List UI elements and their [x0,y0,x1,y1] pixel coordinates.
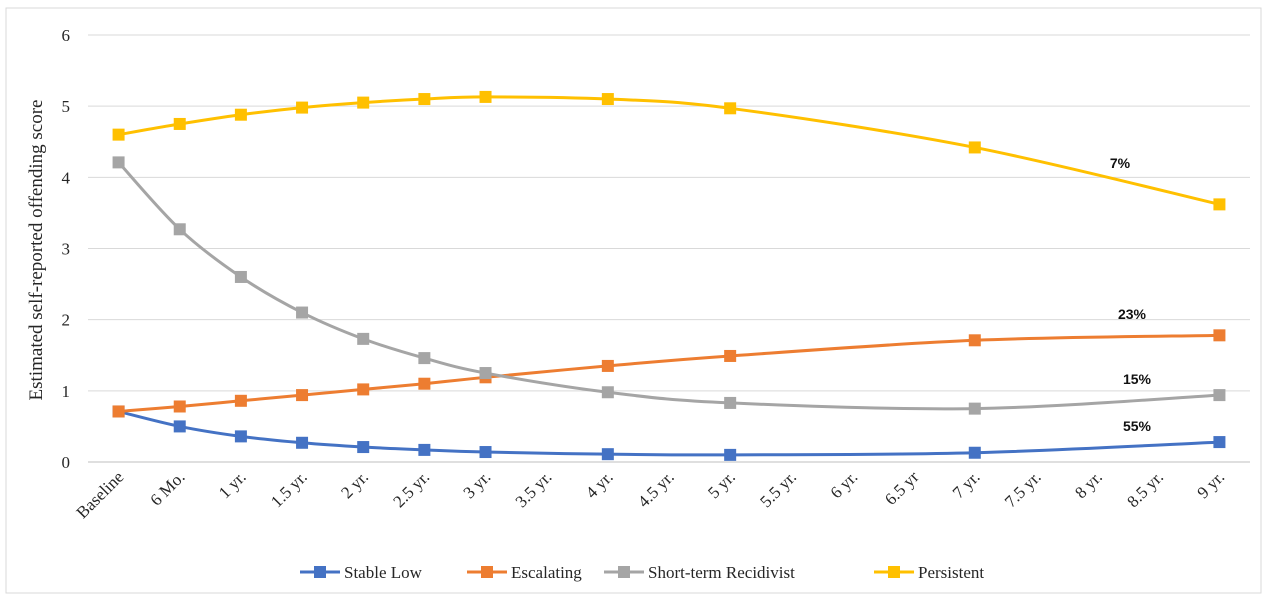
annotation-label: 55% [1123,418,1152,434]
y-tick-label: 0 [62,453,71,472]
data-point-escalating [296,389,309,402]
data-point-persistent [968,141,981,154]
y-tick-label: 2 [62,311,71,330]
y-axis-ticks: 0 1 2 3 4 5 6 [62,26,71,472]
data-point-short-term-recidivist [357,332,370,345]
data-point-short-term-recidivist [296,306,309,319]
data-point-stable-low [357,441,370,454]
data-point-escalating [234,394,247,407]
data-point-short-term-recidivist [112,156,125,169]
data-point-stable-low [296,436,309,449]
data-point-persistent [357,96,370,109]
y-tick-label: 1 [62,382,71,401]
data-point-stable-low [173,420,186,433]
y-tick-label: 5 [62,97,71,116]
data-point-stable-low [1213,436,1226,449]
data-point-stable-low [601,448,614,461]
data-point-escalating [968,334,981,347]
legend-label: Short-term Recidivist [648,563,795,582]
data-point-short-term-recidivist [479,367,492,380]
data-point-persistent [173,117,186,130]
data-point-short-term-recidivist [1213,389,1226,402]
legend-item: Persistent [874,563,984,582]
legend-swatch-marker [314,566,326,578]
data-point-persistent [479,90,492,103]
annotation-label: 7% [1110,155,1131,171]
data-point-persistent [418,93,431,106]
data-point-escalating [112,405,125,418]
legend-swatch-marker [481,566,493,578]
data-point-escalating [724,349,737,362]
data-point-persistent [1213,198,1226,211]
data-point-persistent [601,93,614,106]
legend: Stable Low Escalating Short-term Recidivis… [300,563,984,582]
data-point-stable-low [418,443,431,456]
data-point-stable-low [968,446,981,459]
data-point-escalating [601,359,614,372]
annotation-label: 23% [1118,306,1147,322]
data-point-stable-low [234,430,247,443]
y-tick-label: 3 [62,240,71,259]
data-point-short-term-recidivist [601,386,614,399]
percent-annotations: 7% 23% 15% 55% [1110,155,1152,434]
data-point-short-term-recidivist [173,223,186,236]
y-axis-title: Estimated self-reported offending score [26,100,47,401]
annotation-label: 15% [1123,371,1152,387]
legend-swatch-marker [618,566,630,578]
y-tick-label: 4 [62,168,71,187]
data-point-escalating [1213,329,1226,342]
legend-label: Stable Low [344,563,423,582]
legend-item: Stable Low [300,563,423,582]
data-point-escalating [418,377,431,390]
series-lines [112,90,1226,461]
data-point-short-term-recidivist [724,396,737,409]
series-short-term-recidivist [112,156,1226,415]
data-point-stable-low [724,448,737,461]
data-point-escalating [173,400,186,413]
data-point-short-term-recidivist [418,352,431,365]
legend-item: Short-term Recidivist [604,563,795,582]
data-point-short-term-recidivist [968,402,981,415]
legend-swatch-marker [888,566,900,578]
data-point-persistent [724,102,737,115]
legend-label: Persistent [918,563,984,582]
y-tick-label: 6 [62,26,71,45]
data-point-persistent [112,128,125,141]
series-escalating [112,329,1226,418]
series-persistent [112,90,1226,211]
gridlines [88,34,1250,463]
chart-border [5,7,1262,594]
data-point-persistent [296,101,309,114]
data-point-short-term-recidivist [234,270,247,283]
data-point-persistent [234,108,247,121]
legend-label: Escalating [511,563,582,582]
data-point-escalating [357,383,370,396]
legend-item: Escalating [467,563,582,582]
data-point-stable-low [479,446,492,459]
